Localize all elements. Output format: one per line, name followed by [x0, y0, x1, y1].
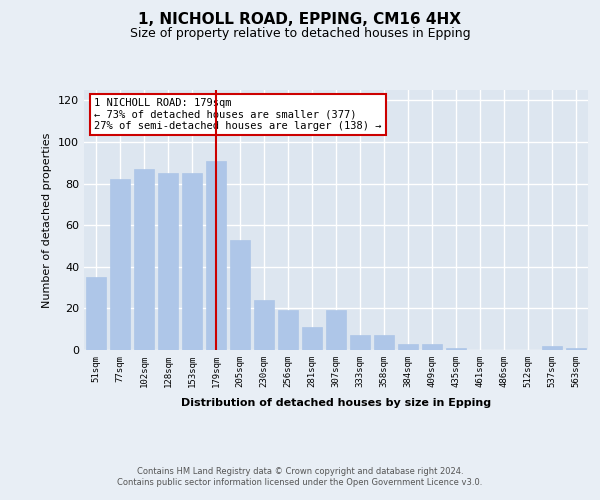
Bar [398, 344, 418, 350]
Bar [110, 180, 130, 350]
Bar [326, 310, 346, 350]
Bar [446, 348, 466, 350]
Text: Contains HM Land Registry data © Crown copyright and database right 2024.
Contai: Contains HM Land Registry data © Crown c… [118, 468, 482, 487]
Bar [374, 336, 394, 350]
Bar [254, 300, 274, 350]
Bar [350, 336, 370, 350]
Bar [278, 310, 298, 350]
Bar [158, 173, 178, 350]
Bar [566, 348, 586, 350]
Text: Size of property relative to detached houses in Epping: Size of property relative to detached ho… [130, 28, 470, 40]
Bar [182, 173, 202, 350]
Bar [134, 169, 154, 350]
Text: Distribution of detached houses by size in Epping: Distribution of detached houses by size … [181, 398, 491, 407]
Y-axis label: Number of detached properties: Number of detached properties [43, 132, 52, 308]
Bar [230, 240, 250, 350]
Text: 1, NICHOLL ROAD, EPPING, CM16 4HX: 1, NICHOLL ROAD, EPPING, CM16 4HX [139, 12, 461, 28]
Text: 1 NICHOLL ROAD: 179sqm
← 73% of detached houses are smaller (377)
27% of semi-de: 1 NICHOLL ROAD: 179sqm ← 73% of detached… [94, 98, 382, 131]
Bar [542, 346, 562, 350]
Bar [86, 277, 106, 350]
Bar [422, 344, 442, 350]
Bar [302, 327, 322, 350]
Bar [206, 160, 226, 350]
